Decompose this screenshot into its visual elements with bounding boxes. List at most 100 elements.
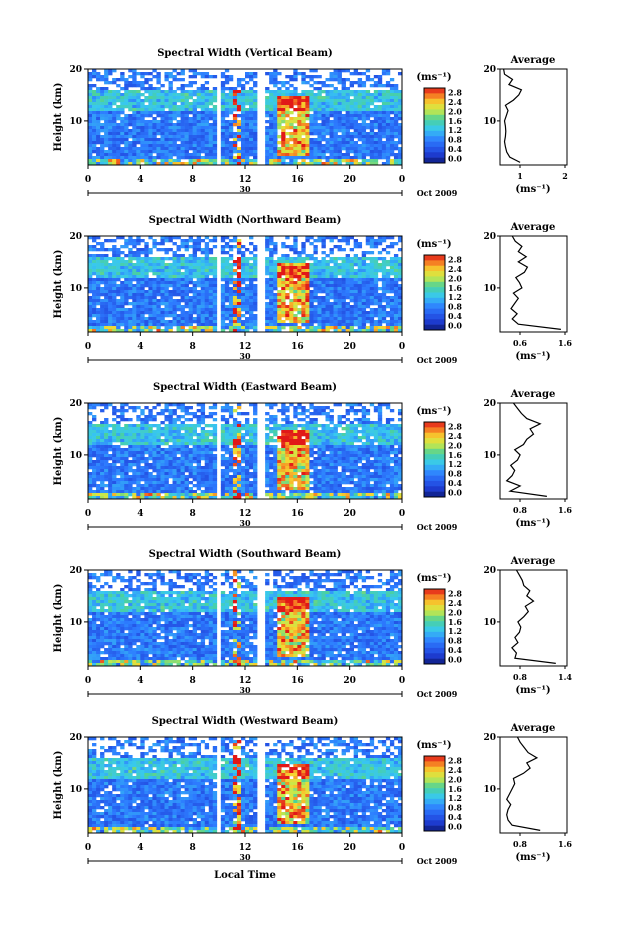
heatmap-cell xyxy=(124,475,129,479)
heatmap-cell xyxy=(341,69,346,73)
heatmap-cell xyxy=(212,320,218,324)
heatmap-cell xyxy=(204,436,210,440)
heatmap-cell xyxy=(293,144,298,148)
heatmap-cell xyxy=(112,463,117,467)
heatmap-cell xyxy=(232,114,238,118)
heatmap-cell xyxy=(349,93,354,97)
heatmap-cell xyxy=(301,123,306,127)
heatmap-cell xyxy=(232,102,238,106)
heatmap-cell xyxy=(176,93,181,97)
heatmap-cell xyxy=(369,329,375,333)
heatmap-cell xyxy=(345,293,350,297)
heatmap-cell xyxy=(212,406,218,410)
heatmap-cell xyxy=(293,153,298,157)
heatmap-cell xyxy=(273,141,278,145)
heatmap-cell xyxy=(357,266,363,270)
heatmap-cell xyxy=(297,99,302,103)
heatmap-cell xyxy=(92,299,97,303)
heatmap-cell xyxy=(273,248,278,252)
heatmap-cell xyxy=(245,147,250,151)
heatmap-cell xyxy=(124,129,129,133)
heatmap-cell xyxy=(285,308,290,312)
heatmap-cell xyxy=(164,263,169,267)
heatmap-cell xyxy=(124,472,129,476)
colorbar-swatch xyxy=(424,271,445,277)
heatmap-cell xyxy=(88,123,93,127)
heatmap-cell xyxy=(301,299,306,303)
heatmap-cell xyxy=(104,448,109,452)
heatmap-cell xyxy=(269,308,274,312)
heatmap-cell xyxy=(397,239,403,243)
heatmap-cell xyxy=(249,87,254,91)
heatmap-cell xyxy=(144,153,149,157)
heatmap-cell xyxy=(345,93,350,97)
heatmap-cell xyxy=(389,159,395,163)
heatmap-cell xyxy=(349,317,354,321)
colorbar-tick-label: 2.8 xyxy=(448,255,462,265)
heatmap-cell xyxy=(373,90,379,94)
heatmap-cell xyxy=(208,138,214,142)
heatmap-cell xyxy=(204,72,210,76)
heatmap-cell xyxy=(224,269,230,273)
heatmap-cell xyxy=(345,314,350,318)
heatmap-cell xyxy=(333,153,338,157)
heatmap-cell xyxy=(88,448,93,452)
heatmap-cell xyxy=(136,162,141,166)
heatmap-cell xyxy=(309,159,314,163)
heatmap-cell xyxy=(196,314,202,318)
heatmap-cell xyxy=(220,123,226,127)
heatmap-cell xyxy=(184,138,189,142)
heatmap-cell xyxy=(220,129,226,133)
heatmap-cell xyxy=(196,159,202,163)
heatmap-cell xyxy=(136,320,141,324)
heatmap-cell xyxy=(108,403,113,407)
heatmap-cell xyxy=(369,78,375,82)
heatmap-cell xyxy=(369,275,375,279)
heatmap-cell xyxy=(96,496,101,500)
heatmap-cell xyxy=(381,278,387,282)
heatmap-cell xyxy=(349,236,354,240)
heatmap-cell xyxy=(184,132,189,136)
heatmap-cell xyxy=(96,436,101,440)
heatmap-cell xyxy=(337,248,342,252)
heatmap-cell xyxy=(333,326,338,330)
heatmap-cell xyxy=(249,96,254,100)
heatmap-cell xyxy=(313,120,318,124)
heatmap-cell xyxy=(164,129,169,133)
heatmap-cell xyxy=(297,278,302,282)
heatmap-cell xyxy=(361,275,367,279)
heatmap-cell xyxy=(373,272,379,276)
heatmap-cell xyxy=(349,275,354,279)
profile-x-tick-label: 1.6 xyxy=(558,338,572,348)
heatmap-cell xyxy=(88,445,93,449)
heatmap-cell xyxy=(389,102,395,106)
heatmap-cell xyxy=(124,87,129,91)
heatmap-cell xyxy=(112,144,117,148)
heatmap-cell xyxy=(204,460,210,464)
heatmap-cell xyxy=(277,141,282,145)
heatmap-cell xyxy=(249,320,254,324)
heatmap-cell xyxy=(301,308,306,312)
heatmap-cell xyxy=(381,111,387,115)
heatmap-cell xyxy=(108,275,113,279)
heatmap-cell xyxy=(293,69,298,73)
heatmap-cell xyxy=(325,314,330,318)
heatmap-cell xyxy=(116,421,121,425)
heatmap-cell xyxy=(277,126,282,130)
heatmap-cell xyxy=(100,117,105,121)
heatmap-cell xyxy=(285,156,290,160)
heatmap-cell xyxy=(196,111,202,115)
heatmap-cell xyxy=(164,305,169,309)
x-tick-label: 12 xyxy=(239,175,252,185)
x-tick-label: 20 xyxy=(343,342,356,352)
heatmap-cell xyxy=(88,272,93,276)
colorbar-swatch xyxy=(424,141,445,148)
heatmap-cell xyxy=(232,326,238,330)
heatmap-cell xyxy=(353,311,359,315)
heatmap-cell xyxy=(192,102,197,106)
heatmap-cell xyxy=(120,111,125,115)
heatmap-cell xyxy=(289,147,294,151)
heatmap-cell xyxy=(156,323,161,327)
heatmap-cell xyxy=(112,156,117,160)
heatmap-cell xyxy=(180,141,185,145)
